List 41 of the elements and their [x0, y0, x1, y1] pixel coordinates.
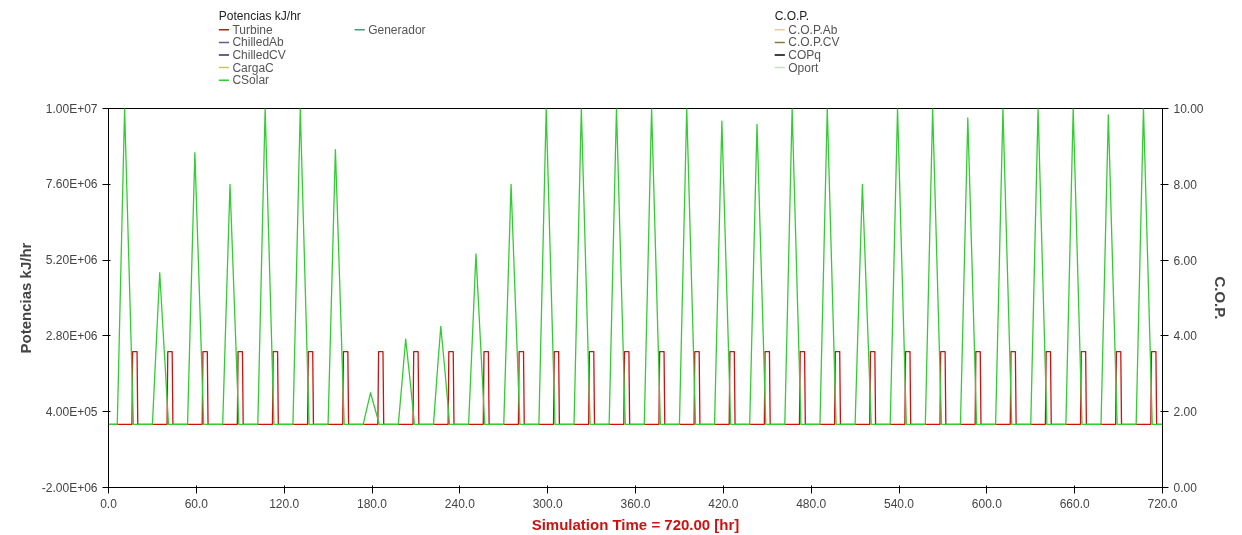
y2-tick-label: 0.00	[1173, 481, 1198, 495]
text: C.O.P.	[774, 9, 810, 24]
y2-tick-label: 8.00	[1173, 177, 1198, 192]
legend-label: C.O.P.CV	[788, 35, 840, 50]
legend-label: CSolar	[232, 73, 270, 88]
y2-tick-label: 10.00	[1173, 102, 1204, 116]
x-tick-label: 60.0	[184, 496, 209, 511]
legend-label: Oport	[788, 60, 819, 75]
x-tick-label: 420.0	[708, 496, 739, 511]
x-tick-label: 600.0	[971, 496, 1003, 511]
x-tick-label: 540.0	[883, 496, 915, 511]
x-tick-label: 360.0	[620, 496, 651, 511]
y-tick-label: 7.60E+06	[45, 177, 98, 192]
x-tick-label: 180.0	[356, 496, 388, 511]
y-tick-label: 4.00E+05	[45, 404, 98, 419]
legend-label: C.O.P.Ab	[788, 22, 838, 37]
y-tick-label: -2.00E+06	[41, 480, 98, 495]
y-axis-title: Potencias kJ/hr	[16, 242, 34, 354]
y2-tick-label: 6.00	[1173, 253, 1198, 268]
legend-title: Potencias kJ/hr	[218, 9, 301, 24]
legend-label: ChilledCV	[232, 48, 286, 62]
x-tick-label: 120.0	[269, 496, 300, 511]
legend-label: Turbine	[232, 22, 273, 37]
x-tick-label: 300.0	[532, 496, 564, 511]
legend-label: ChilledAb	[232, 35, 285, 50]
y2-tick-label: 2.00	[1173, 405, 1198, 420]
x-tick-label: 240.0	[444, 496, 476, 511]
line-series	[108, 108, 1163, 425]
x-tick-label: 660.0	[1059, 496, 1091, 511]
y2-tick-label: 4.00	[1173, 329, 1198, 344]
x-tick-label: 480.0	[796, 496, 827, 511]
y2-axis-title: C.O.P.	[1211, 276, 1229, 320]
y-tick-label: 1.00E+07	[45, 101, 98, 116]
y-tick-label: 5.20E+06	[45, 253, 98, 268]
legend-label: CargaC	[232, 60, 275, 75]
y-tick-label: 2.80E+06	[45, 328, 98, 343]
legend-label: COPq	[788, 48, 821, 62]
x-axis-title: Simulation Time = 720.00 [hr]	[531, 515, 740, 533]
legend-label: Generador	[368, 22, 426, 37]
x-tick-label: 0.0	[100, 496, 118, 511]
x-tick-label: 720.0	[1147, 496, 1178, 511]
